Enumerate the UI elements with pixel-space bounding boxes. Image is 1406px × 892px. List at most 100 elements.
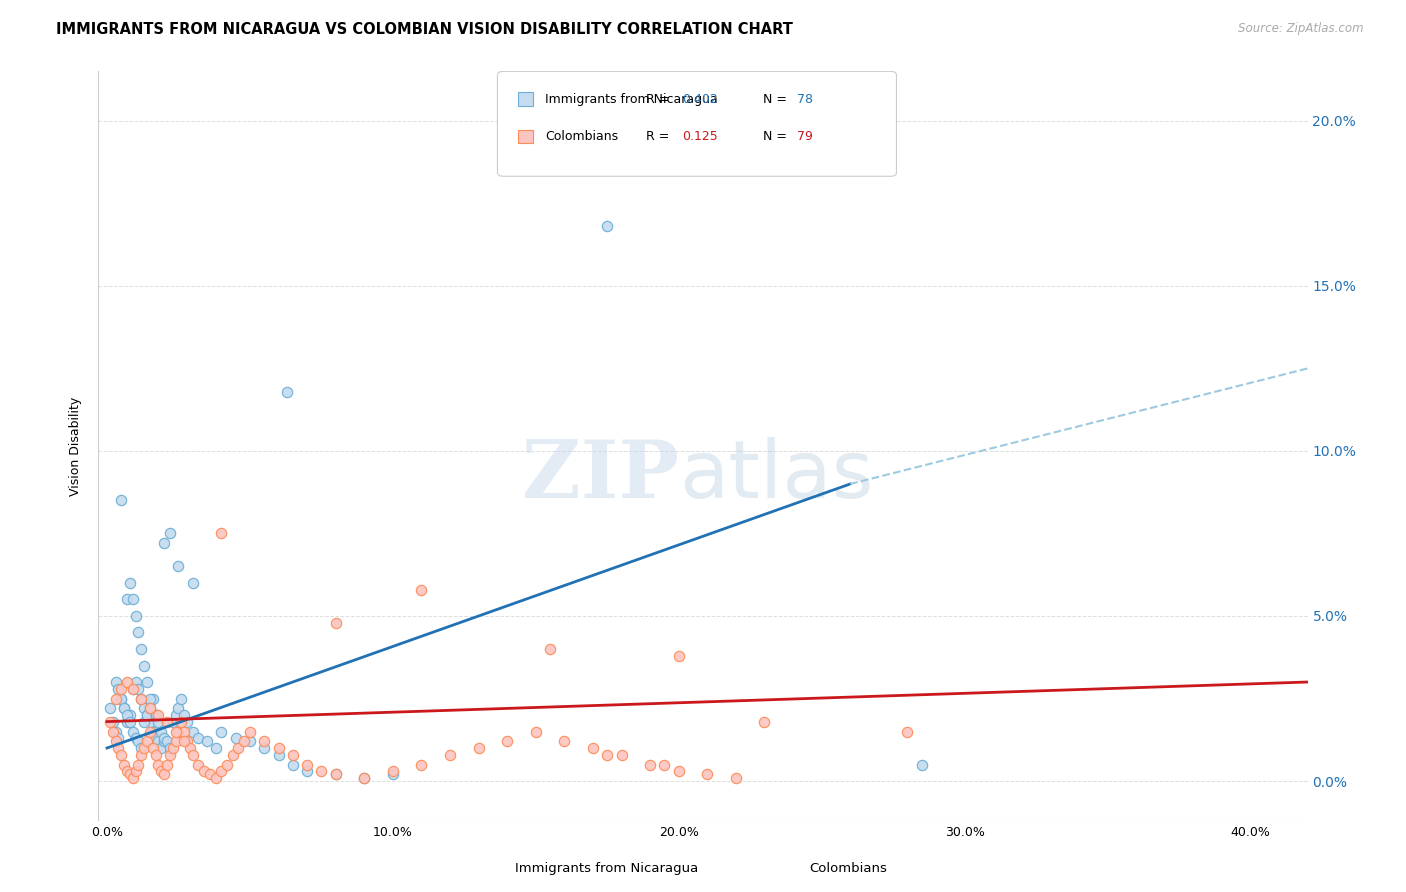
- Immigrants from Nicaragua: [124, 609, 146, 624]
- Colombians: [215, 757, 238, 772]
- Immigrants from Nicaragua: [276, 384, 298, 399]
- Colombians: [173, 734, 195, 748]
- Immigrants from Nicaragua: [124, 731, 146, 745]
- Immigrants from Nicaragua: [165, 708, 187, 723]
- Immigrants from Nicaragua: [187, 731, 209, 745]
- Immigrants from Nicaragua: [139, 701, 162, 715]
- Immigrants from Nicaragua: [170, 691, 193, 706]
- Text: atlas: atlas: [679, 437, 873, 515]
- Text: IMMIGRANTS FROM NICARAGUA VS COLOMBIAN VISION DISABILITY CORRELATION CHART: IMMIGRANTS FROM NICARAGUA VS COLOMBIAN V…: [56, 22, 793, 37]
- Immigrants from Nicaragua: [181, 576, 204, 591]
- Colombians: [107, 741, 129, 756]
- Colombians: [104, 734, 127, 748]
- Immigrants from Nicaragua: [148, 734, 170, 748]
- Immigrants from Nicaragua: [127, 625, 149, 640]
- Immigrants from Nicaragua: [153, 731, 176, 745]
- Immigrants from Nicaragua: [173, 708, 195, 723]
- Colombians: [411, 582, 433, 597]
- Immigrants from Nicaragua: [239, 734, 262, 748]
- Colombians: [148, 757, 170, 772]
- Colombians: [896, 724, 918, 739]
- Immigrants from Nicaragua: [115, 714, 138, 729]
- Colombians: [325, 615, 347, 630]
- Immigrants from Nicaragua: [115, 592, 138, 607]
- Colombians: [181, 747, 204, 762]
- Immigrants from Nicaragua: [145, 708, 167, 723]
- Immigrants from Nicaragua: [176, 714, 198, 729]
- Text: R =: R =: [647, 93, 673, 105]
- Immigrants from Nicaragua: [153, 536, 176, 550]
- Colombians: [209, 764, 232, 778]
- Immigrants from Nicaragua: [110, 691, 132, 706]
- Colombians: [165, 724, 187, 739]
- Immigrants from Nicaragua: [134, 658, 156, 673]
- Colombians: [112, 757, 135, 772]
- Colombians: [668, 648, 690, 663]
- Immigrants from Nicaragua: [159, 741, 181, 756]
- Immigrants from Nicaragua: [124, 675, 146, 690]
- Immigrants from Nicaragua: [101, 714, 124, 729]
- Colombians: [553, 734, 575, 748]
- Colombians: [124, 764, 146, 778]
- Colombians: [159, 747, 181, 762]
- Immigrants from Nicaragua: [115, 708, 138, 723]
- Bar: [758, 858, 782, 871]
- Immigrants from Nicaragua: [139, 691, 162, 706]
- Immigrants from Nicaragua: [112, 701, 135, 715]
- Immigrants from Nicaragua: [134, 714, 156, 729]
- Text: Colombians: Colombians: [546, 130, 619, 143]
- Text: Immigrants from Nicaragua: Immigrants from Nicaragua: [546, 93, 734, 105]
- Colombians: [139, 701, 162, 715]
- Immigrants from Nicaragua: [181, 724, 204, 739]
- Colombians: [654, 757, 676, 772]
- Colombians: [110, 747, 132, 762]
- Colombians: [596, 747, 619, 762]
- Colombians: [524, 724, 547, 739]
- Colombians: [156, 757, 179, 772]
- Immigrants from Nicaragua: [134, 701, 156, 715]
- Immigrants from Nicaragua: [225, 731, 247, 745]
- Colombians: [121, 771, 143, 785]
- Colombians: [167, 724, 190, 739]
- Immigrants from Nicaragua: [209, 724, 232, 739]
- Immigrants from Nicaragua: [139, 714, 162, 729]
- Colombians: [582, 741, 605, 756]
- Colombians: [668, 764, 690, 778]
- Immigrants from Nicaragua: [110, 691, 132, 706]
- Colombians: [325, 767, 347, 781]
- Colombians: [253, 734, 276, 748]
- Immigrants from Nicaragua: [104, 724, 127, 739]
- Text: R =: R =: [647, 130, 673, 143]
- Immigrants from Nicaragua: [148, 714, 170, 729]
- Immigrants from Nicaragua: [267, 747, 290, 762]
- Immigrants from Nicaragua: [136, 708, 159, 723]
- Colombians: [222, 747, 245, 762]
- Immigrants from Nicaragua: [127, 734, 149, 748]
- Immigrants from Nicaragua: [129, 642, 152, 657]
- Colombians: [381, 764, 404, 778]
- Bar: [517, 93, 533, 106]
- Text: 0.402: 0.402: [682, 93, 718, 105]
- Colombians: [187, 757, 209, 772]
- Colombians: [115, 764, 138, 778]
- Colombians: [239, 724, 262, 739]
- Colombians: [136, 734, 159, 748]
- Colombians: [156, 714, 179, 729]
- Immigrants from Nicaragua: [162, 714, 184, 729]
- Immigrants from Nicaragua: [167, 701, 190, 715]
- Colombians: [724, 771, 747, 785]
- Immigrants from Nicaragua: [353, 771, 375, 785]
- Colombians: [696, 767, 718, 781]
- FancyBboxPatch shape: [498, 71, 897, 177]
- Immigrants from Nicaragua: [142, 724, 165, 739]
- Immigrants from Nicaragua: [127, 681, 149, 696]
- Colombians: [139, 724, 162, 739]
- Y-axis label: Vision Disability: Vision Disability: [69, 396, 83, 496]
- Immigrants from Nicaragua: [159, 526, 181, 541]
- Immigrants from Nicaragua: [129, 691, 152, 706]
- Colombians: [193, 764, 215, 778]
- Text: N =: N =: [763, 130, 792, 143]
- Immigrants from Nicaragua: [136, 675, 159, 690]
- Colombians: [148, 708, 170, 723]
- Colombians: [153, 767, 176, 781]
